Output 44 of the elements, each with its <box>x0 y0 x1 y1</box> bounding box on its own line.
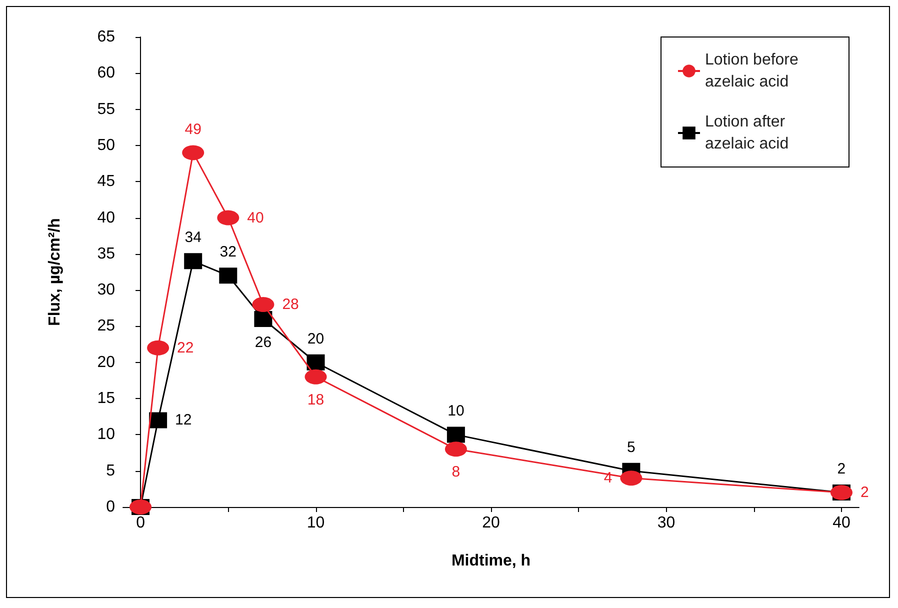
y-tick-label: 40 <box>97 209 116 226</box>
x-tick-label: 0 <box>136 514 146 532</box>
point <box>184 253 202 270</box>
y-tick-label: 50 <box>97 136 116 154</box>
x-tick-label: 10 <box>306 514 325 532</box>
point <box>149 412 168 428</box>
y-tick-label: 25 <box>97 318 116 335</box>
y-tick-label: 45 <box>97 173 116 190</box>
y-tick-label: 10 <box>97 426 116 444</box>
x-tick-label: 30 <box>657 514 676 532</box>
x-axis-title: Midtime, h <box>451 552 531 570</box>
data-label: 2 <box>837 460 846 478</box>
data-label: 2 <box>860 484 869 502</box>
x-tick-label: 20 <box>482 514 500 532</box>
point <box>219 268 238 284</box>
y-tick-label: 35 <box>97 245 116 262</box>
y-tick-label: 0 <box>106 498 116 516</box>
data-label: 10 <box>448 402 464 420</box>
data-label: 28 <box>282 296 299 314</box>
point <box>446 426 465 443</box>
data-label: 49 <box>184 121 202 138</box>
data-label: 26 <box>254 334 272 351</box>
x-tick-label: 40 <box>832 514 850 532</box>
point <box>306 354 325 370</box>
data-label: 18 <box>307 391 324 408</box>
y-tick-label: 30 <box>97 282 116 299</box>
data-label: 32 <box>220 244 236 261</box>
data-label: 20 <box>307 330 324 348</box>
data-label: 5 <box>627 438 636 456</box>
data-label: 8 <box>452 464 460 481</box>
y-tick-label: 20 <box>97 354 116 371</box>
y-tick-label: 60 <box>97 64 116 82</box>
data-label: 34 <box>184 229 202 246</box>
data-label: 40 <box>247 209 264 226</box>
y-tick-label: 15 <box>97 390 116 408</box>
legend-label: Lotion before azelaic acid <box>705 52 803 90</box>
data-label: 12 <box>175 412 192 429</box>
point <box>254 311 272 327</box>
data-label: 22 <box>177 339 194 356</box>
y-axis-title: Flux, µg/cm²/h <box>46 218 64 326</box>
legend-label: Lotion after azelaic acid <box>705 114 790 152</box>
y-tick-label: 55 <box>97 100 116 118</box>
y-tick-label: 5 <box>106 462 116 480</box>
y-tick-label: 65 <box>97 28 116 46</box>
